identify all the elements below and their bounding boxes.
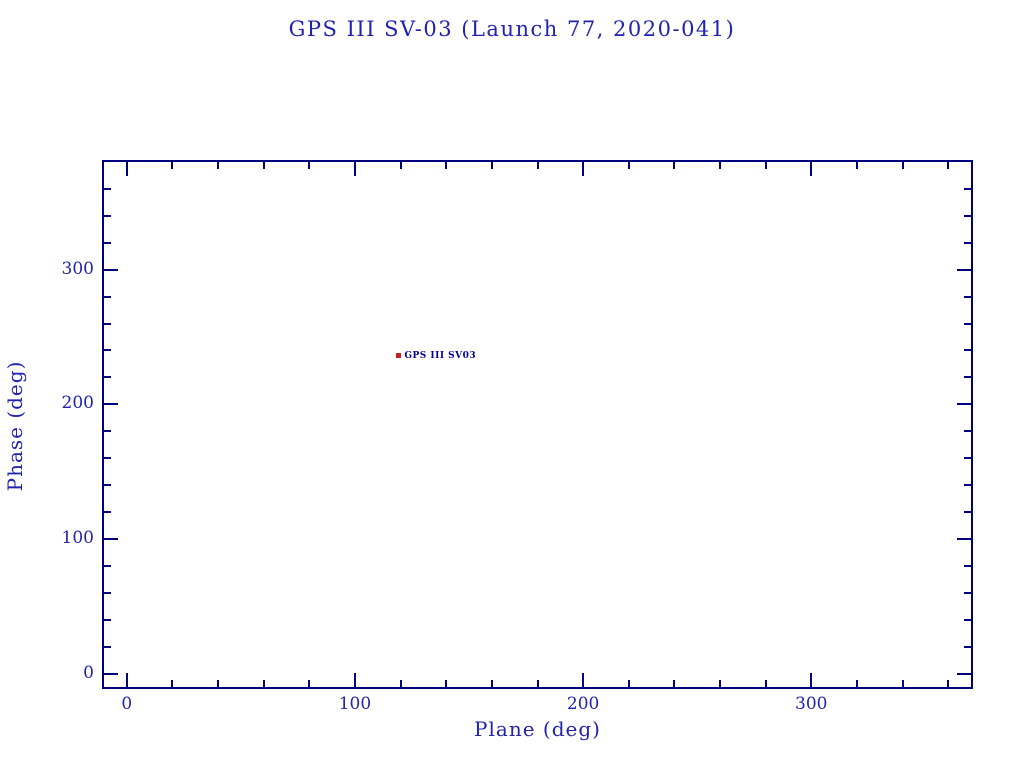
x-major-tick	[582, 673, 585, 687]
x-major-tick	[125, 673, 128, 687]
plot-area: 0 100 200 300 0 100 200 300 GPS III SV03	[62, 160, 973, 714]
x-minor-tick	[673, 162, 676, 169]
y-major-tick	[104, 672, 118, 675]
y-tick-label: 300	[61, 258, 94, 279]
y-tick-label: 0	[83, 662, 94, 683]
y-major-tick	[104, 403, 118, 406]
x-minor-tick	[855, 680, 858, 687]
y-minor-tick	[104, 295, 111, 298]
x-minor-tick	[627, 162, 630, 169]
y-tick-label: 100	[61, 527, 94, 548]
y-minor-tick	[964, 645, 971, 648]
y-major-tick	[957, 403, 971, 406]
x-major-tick	[125, 162, 128, 176]
x-major-tick	[810, 162, 813, 176]
x-major-tick	[353, 162, 356, 176]
x-minor-tick	[764, 680, 767, 687]
x-minor-tick	[262, 680, 265, 687]
x-minor-tick	[673, 680, 676, 687]
x-minor-tick	[399, 162, 402, 169]
y-minor-tick	[964, 484, 971, 487]
y-major-tick	[104, 537, 118, 540]
x-minor-tick	[719, 680, 722, 687]
x-minor-tick	[217, 162, 220, 169]
x-minor-tick	[445, 162, 448, 169]
y-major-tick	[957, 672, 971, 675]
x-minor-tick	[901, 162, 904, 169]
y-minor-tick	[104, 214, 111, 217]
x-major-tick	[810, 673, 813, 687]
y-minor-tick	[964, 214, 971, 217]
y-axis-title: Phase (deg)	[3, 360, 27, 492]
x-minor-tick	[536, 162, 539, 169]
y-minor-tick	[104, 241, 111, 244]
x-minor-tick	[764, 162, 767, 169]
y-major-tick	[957, 268, 971, 271]
y-minor-tick	[964, 349, 971, 352]
y-minor-tick	[964, 376, 971, 379]
x-axis-title: Plane (deg)	[474, 717, 601, 741]
y-minor-tick	[964, 591, 971, 594]
y-minor-tick	[964, 618, 971, 621]
x-minor-tick	[445, 680, 448, 687]
data-point-marker	[395, 353, 401, 359]
x-minor-tick	[308, 680, 311, 687]
x-minor-tick	[262, 162, 265, 169]
x-minor-tick	[947, 162, 950, 169]
x-tick-label: 0	[121, 694, 133, 714]
y-minor-tick	[964, 564, 971, 567]
y-minor-tick	[104, 591, 111, 594]
y-minor-tick	[964, 430, 971, 433]
x-minor-tick	[947, 680, 950, 687]
x-minor-tick	[490, 680, 493, 687]
y-minor-tick	[104, 430, 111, 433]
y-minor-tick	[964, 457, 971, 460]
y-minor-tick	[104, 618, 111, 621]
y-minor-tick	[104, 322, 111, 325]
y-minor-tick	[964, 187, 971, 190]
y-minor-tick	[104, 349, 111, 352]
x-minor-tick	[536, 680, 539, 687]
y-tick-label: 200	[61, 393, 94, 414]
y-minor-tick	[104, 376, 111, 379]
y-minor-tick	[104, 457, 111, 460]
x-tick-label: 100	[338, 694, 372, 714]
y-minor-tick	[964, 295, 971, 298]
x-minor-tick	[217, 680, 220, 687]
x-tick-label: 200	[566, 694, 600, 714]
x-major-tick	[582, 162, 585, 176]
y-minor-tick	[964, 241, 971, 244]
x-minor-tick	[719, 162, 722, 169]
y-minor-tick	[964, 322, 971, 325]
x-minor-tick	[171, 680, 174, 687]
x-minor-tick	[901, 680, 904, 687]
chart-title: GPS III SV-03 (Launch 77, 2020-041)	[288, 17, 736, 41]
x-minor-tick	[855, 162, 858, 169]
x-minor-tick	[308, 162, 311, 169]
x-minor-tick	[171, 162, 174, 169]
y-minor-tick	[104, 564, 111, 567]
x-major-tick	[353, 673, 356, 687]
y-minor-tick	[104, 511, 111, 513]
y-major-tick	[104, 268, 118, 271]
y-minor-tick	[104, 187, 111, 190]
y-minor-tick	[104, 484, 111, 487]
x-tick-label: 300	[795, 694, 828, 714]
x-minor-tick	[490, 162, 493, 169]
x-minor-tick	[399, 680, 402, 687]
y-minor-tick	[964, 511, 971, 513]
x-minor-tick	[627, 680, 630, 687]
y-minor-tick	[104, 645, 111, 648]
data-point-label: GPS III SV03	[404, 350, 477, 361]
y-major-tick	[957, 537, 971, 540]
